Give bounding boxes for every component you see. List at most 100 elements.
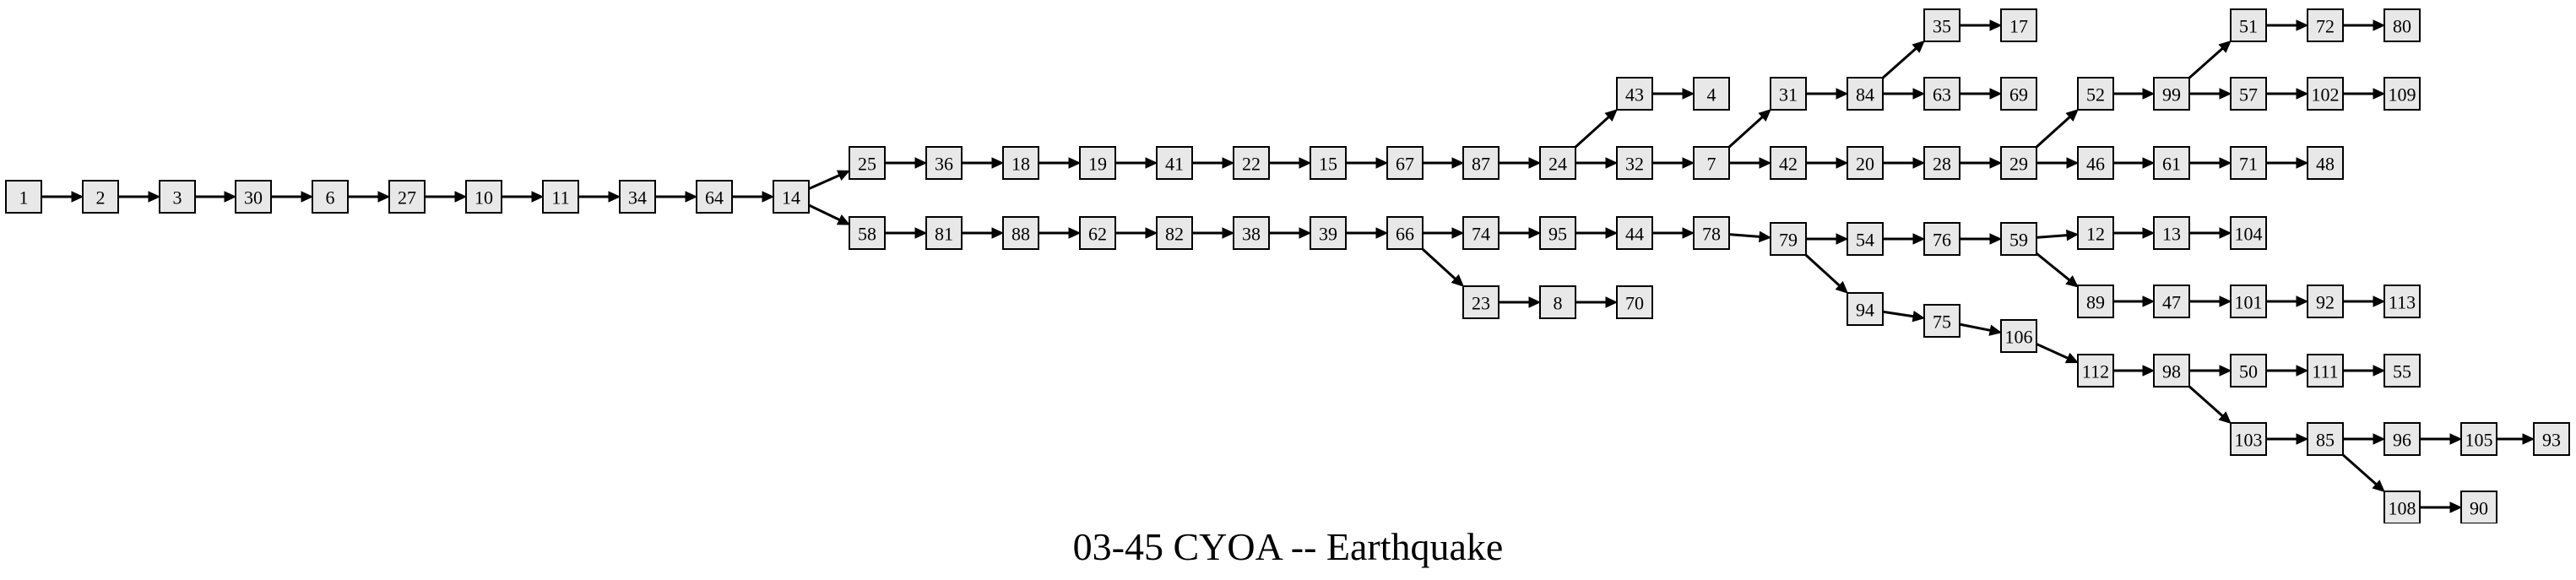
node-66: 66 [1386,216,1424,250]
node-41: 41 [1156,146,1193,180]
edge-96-105 [2420,433,2463,445]
node-label: 61 [2162,154,2181,175]
node-84: 84 [1847,77,1884,111]
node-label: 41 [1165,154,1184,175]
edge-84-35 [1882,40,1925,79]
edge-72-80 [2343,19,2386,31]
node-72: 72 [2307,8,2344,42]
node-88: 88 [1002,216,1039,250]
edge-99-51 [2188,40,2232,79]
edge-23-8 [1499,296,1542,308]
edge-79-94 [1804,253,1849,294]
node-58: 58 [849,216,886,250]
node-label: 78 [1702,224,1721,245]
edge-78-79 [1728,230,1772,243]
node-label: 38 [1242,224,1261,245]
node-50: 50 [2230,354,2267,388]
node-label: 51 [2239,16,2258,37]
node-label: 58 [858,224,876,245]
node-label: 14 [782,187,800,209]
node-label: 27 [398,187,416,209]
edge-103-85 [2266,433,2309,445]
node-76: 76 [1923,222,1960,256]
edge-105-93 [2497,433,2535,445]
node-label: 111 [2312,361,2338,382]
node-label: 35 [1933,16,1951,37]
node-label: 69 [2009,84,2028,106]
node-label: 85 [2316,430,2335,451]
node-label: 59 [2009,230,2028,251]
node-label: 47 [2162,292,2181,313]
edge-42-20 [1806,157,1849,169]
edge-30-6 [271,191,314,203]
node-6: 6 [312,180,349,214]
node-label: 95 [1548,224,1567,245]
node-64: 64 [696,180,733,214]
node-48: 48 [2307,146,2344,180]
edge-7-42 [1729,157,1772,169]
edge-52-99 [2113,88,2156,100]
node-7: 7 [1693,146,1730,180]
edge-29-52 [2035,109,2079,149]
node-label: 6 [326,187,335,209]
node-30: 30 [235,180,272,214]
edge-71-48 [2266,157,2309,169]
edge-12-13 [2113,227,2156,239]
edge-46-61 [2113,157,2156,169]
edge-8-70 [1575,296,1619,308]
edge-32-7 [1652,157,1695,169]
edge-25-36 [885,157,928,169]
node-25: 25 [849,146,886,180]
edge-63-69 [1960,88,2003,100]
node-label: 89 [2086,292,2105,313]
node-label: 39 [1319,224,1337,245]
node-label: 44 [1625,224,1644,245]
node-label: 50 [2239,361,2258,382]
node-label: 3 [173,187,182,209]
node-112: 112 [2077,354,2114,388]
edge-79-54 [1806,233,1849,245]
node-4: 4 [1693,77,1730,111]
edge-101-92 [2266,295,2309,307]
node-label: 20 [1856,154,1874,175]
edge-61-71 [2189,157,2232,169]
edge-57-102 [2266,88,2309,100]
node-14: 14 [773,180,810,214]
node-69: 69 [2000,77,2037,111]
node-label: 112 [2082,361,2109,382]
node-90: 90 [2460,491,2497,523]
node-82: 82 [1156,216,1193,250]
edge-39-66 [1346,227,1389,239]
node-28: 28 [1923,146,1960,180]
node-109: 109 [2383,77,2421,111]
node-label: 71 [2239,154,2258,175]
node-label: 64 [705,187,724,209]
edge-19-41 [1115,157,1158,169]
edge-95-44 [1575,227,1619,239]
node-96: 96 [2383,422,2421,456]
edge-22-15 [1269,157,1312,169]
edge-54-76 [1883,233,1926,245]
node-label: 108 [2389,498,2416,519]
edge-87-24 [1499,157,1542,169]
node-label: 76 [1933,230,1951,251]
edge-31-84 [1806,88,1849,100]
edge-99-57 [2189,88,2232,100]
edge-13-104 [2189,227,2232,239]
edge-82-38 [1192,227,1235,239]
node-71: 71 [2230,146,2267,180]
edge-59-89 [2036,252,2079,288]
node-label: 10 [475,187,493,209]
node-11: 11 [542,180,579,214]
node-label: 67 [1396,154,1414,175]
edge-75-106 [1959,323,2003,336]
edge-59-12 [2036,229,2080,241]
node-label: 11 [551,187,569,209]
edge-84-63 [1883,88,1926,100]
node-59: 59 [2000,222,2037,256]
node-label: 15 [1319,154,1337,175]
edge-29-46 [2036,157,2080,169]
node-22: 22 [1233,146,1270,180]
